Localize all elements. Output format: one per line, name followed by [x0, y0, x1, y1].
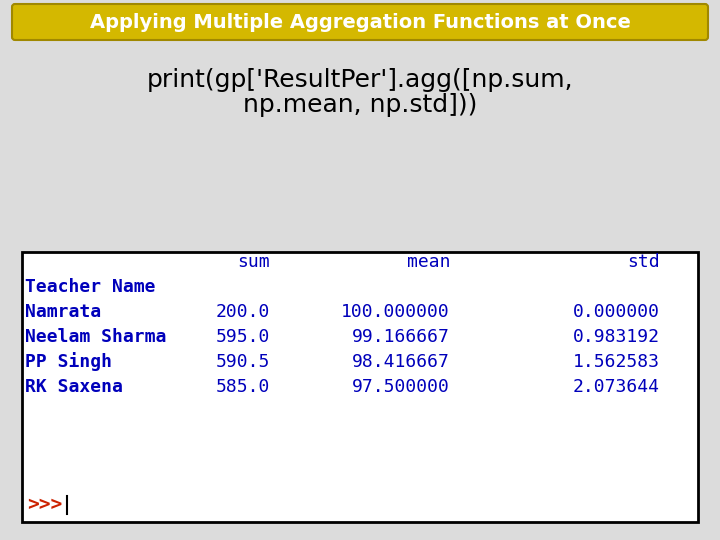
Text: RK Saxena: RK Saxena — [25, 378, 123, 396]
Text: 0.983192: 0.983192 — [573, 328, 660, 346]
Text: std: std — [627, 253, 660, 271]
Text: >>>: >>> — [27, 496, 62, 515]
Text: Namrata: Namrata — [25, 303, 101, 321]
Text: 0.000000: 0.000000 — [573, 303, 660, 321]
Text: 100.000000: 100.000000 — [341, 303, 450, 321]
Text: 200.0: 200.0 — [215, 303, 270, 321]
Text: 98.416667: 98.416667 — [352, 353, 450, 371]
Text: Teacher Name: Teacher Name — [25, 278, 156, 296]
Text: print(gp['ResultPer'].agg([np.sum,: print(gp['ResultPer'].agg([np.sum, — [147, 68, 573, 92]
Text: 2.073644: 2.073644 — [573, 378, 660, 396]
FancyBboxPatch shape — [22, 252, 698, 522]
Text: 585.0: 585.0 — [215, 378, 270, 396]
Text: Applying Multiple Aggregation Functions at Once: Applying Multiple Aggregation Functions … — [89, 12, 631, 31]
Text: np.mean, np.std])): np.mean, np.std])) — [243, 93, 477, 117]
Text: 97.500000: 97.500000 — [352, 378, 450, 396]
Text: PP Singh: PP Singh — [25, 353, 112, 372]
Text: Neelam Sharma: Neelam Sharma — [25, 328, 166, 346]
Text: mean: mean — [407, 253, 450, 271]
Text: 590.5: 590.5 — [215, 353, 270, 371]
Text: sum: sum — [238, 253, 270, 271]
Text: 595.0: 595.0 — [215, 328, 270, 346]
Text: 99.166667: 99.166667 — [352, 328, 450, 346]
Text: 1.562583: 1.562583 — [573, 353, 660, 371]
FancyBboxPatch shape — [12, 4, 708, 40]
